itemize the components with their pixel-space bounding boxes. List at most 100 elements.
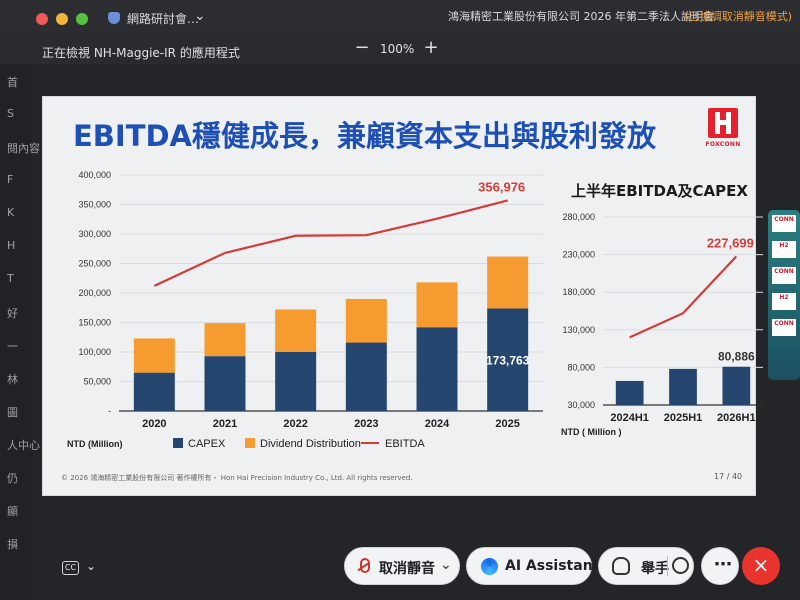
dividend-legend-swatch — [245, 438, 255, 448]
left-sidebar-item[interactable]: 顯 — [7, 505, 18, 518]
ebitda-data-label: 227,699 — [707, 235, 754, 250]
y-axis-tick-label: 30,000 — [567, 400, 595, 410]
left-sidebar-item[interactable]: 圖 — [7, 406, 18, 419]
left-sidebar-item[interactable]: 首 — [7, 76, 18, 89]
dividend-bar — [345, 298, 387, 343]
close-icon: × — [752, 553, 770, 577]
screen-share-toolbar: 正在檢視 NH-Maggie-IR 的應用程式 − 100% + — [0, 34, 800, 64]
left-sidebar-item[interactable]: 人中心 — [7, 439, 40, 452]
y-axis-tick-label: 180,000 — [562, 287, 595, 297]
left-sidebar-item[interactable]: 林 — [7, 373, 18, 386]
meeting-title: 鴻海精密工業股份有限公司 2026 年第二季法人說明會 — [448, 10, 714, 23]
left-sidebar-item[interactable]: K — [7, 206, 15, 219]
left-sidebar-item[interactable]: S — [7, 107, 14, 120]
y-axis-tick-label: 50,000 — [83, 377, 111, 387]
y-axis-tick-label: - — [108, 406, 111, 416]
left-sidebar-preview: 首 S 閱內容 F K H T 好一林圖人中心仍顯損 — [0, 64, 40, 600]
left-sidebar-item[interactable]: T — [7, 272, 14, 285]
chart-legend-label: Dividend Distribution — [260, 438, 361, 450]
participant-video-thumbnail[interactable]: CONN H2 CONN H2 CONN — [768, 210, 800, 380]
unmute-label: 取消靜音 — [379, 561, 435, 577]
foxconn-logo-text: FOXCONN — [705, 141, 741, 148]
close-window-button[interactable] — [36, 13, 48, 25]
capex-legend-swatch — [173, 438, 183, 448]
app-menu-chevron-icon[interactable]: ⌄ — [194, 8, 206, 24]
x-axis-category-label: 2024 — [425, 418, 450, 430]
dividend-bar — [133, 338, 175, 373]
y-axis-tick-label: 250,000 — [78, 259, 111, 269]
left-sidebar-item[interactable]: 好 — [7, 307, 18, 320]
x-axis-category-label: 2025 — [495, 418, 519, 430]
mute-status-text: (已協調取消靜音模式) — [684, 10, 792, 23]
x-axis-category-label: 2021 — [213, 418, 237, 430]
y-axis-tick-label: 200,000 — [78, 288, 111, 298]
maximize-window-button[interactable] — [76, 13, 88, 25]
y-axis-tick-label: 130,000 — [562, 325, 595, 335]
ebitda-line — [153, 199, 508, 287]
sharing-status-text: 正在檢視 NH-Maggie-IR 的應用程式 — [42, 46, 240, 60]
y-axis-unit-label: NTD (Million) — [67, 439, 123, 449]
capex-bar — [133, 372, 175, 411]
captions-icon: CC — [62, 561, 79, 575]
raise-hand-button[interactable]: 舉手 — [598, 547, 694, 585]
captions-chevron-icon: ⌄ — [86, 559, 97, 573]
zoom-out-button[interactable]: − — [354, 37, 370, 58]
thumbnail-logo-text: CONN — [772, 215, 796, 232]
slide-page-number: 17 / 40 — [714, 472, 743, 481]
left-sidebar-item[interactable]: 一 — [7, 340, 18, 353]
dividend-bar — [204, 323, 246, 357]
left-sidebar-item[interactable]: 損 — [7, 538, 18, 551]
y-axis-tick-label: 230,000 — [562, 250, 595, 260]
left-sidebar-item[interactable]: H — [7, 239, 16, 252]
y-axis-tick-label: 80,000 — [567, 362, 595, 372]
left-sidebar-item[interactable]: F — [7, 173, 14, 186]
y-axis-tick-label: 400,000 — [78, 170, 111, 180]
zoom-level: 100% — [380, 42, 415, 56]
control-divider — [667, 556, 668, 576]
ai-assistant-button[interactable]: AI Assistant — [466, 547, 599, 585]
thumbnail-logo-text: CONN — [772, 267, 796, 284]
window-title-bar: 網路研討會… ⌄ 鴻海精密工業股份有限公司 2026 年第二季法人說明會 (已協… — [0, 0, 800, 34]
chart-legend-label: CAPEX — [188, 438, 226, 450]
capex-data-label: 80,886 — [718, 350, 755, 364]
leave-meeting-button[interactable]: × — [742, 547, 780, 585]
shared-presentation-slide: EBITDA穩健成長，兼顧資本支出與股利發放 FOXCONN 上半年EBITDA… — [42, 96, 763, 496]
left-sidebar-item[interactable]: 閱內容 — [7, 142, 40, 155]
minimize-window-button[interactable] — [56, 13, 68, 25]
raise-hand-label: 舉手 — [641, 561, 669, 577]
half-year-chart-title: 上半年EBITDA及CAPEX — [571, 182, 748, 200]
ai-assistant-icon — [481, 558, 498, 575]
raise-hand-icon — [612, 557, 630, 575]
thumbnail-logo-text: H2 — [772, 241, 796, 258]
dividend-bar — [275, 309, 317, 352]
capex-bar — [204, 356, 246, 411]
capex-bar — [275, 352, 317, 411]
copyright-footer: © 2026 鴻海精密工業股份有限公司 著作權所有・ Hon Hai Preci… — [61, 474, 413, 482]
x-axis-category-label: 2026H1 — [717, 412, 756, 424]
captions-button[interactable]: CC ⌄ — [62, 557, 102, 581]
chart-legend-label: EBITDA — [385, 438, 425, 450]
slide-title: EBITDA穩健成長，兼顧資本支出與股利發放 — [73, 119, 657, 153]
foxconn-logo-icon — [708, 108, 738, 138]
left-sidebar-item[interactable]: 仍 — [7, 472, 18, 485]
security-shield-icon — [108, 12, 120, 24]
meeting-controls: CC ⌄ 取消靜音 ⌄ AI Assistant 舉手 ⋯ × — [42, 527, 800, 600]
app-title: 網路研討會… — [127, 12, 200, 26]
y-axis-unit-label: NTD ( Million ) — [561, 427, 622, 437]
dividend-bar — [487, 256, 529, 309]
x-axis-category-label: 2024H1 — [610, 412, 649, 424]
capex-bar — [487, 308, 529, 411]
ebitda-data-label: 356,976 — [478, 179, 525, 194]
audio-options-chevron-icon: ⌄ — [440, 557, 452, 573]
more-options-button[interactable]: ⋯ — [701, 547, 739, 585]
y-axis-tick-label: 300,000 — [78, 229, 111, 239]
capex-bar — [615, 380, 644, 405]
annual-ebitda-chart: 400,000 350,000 300,000 250,000 200,000 150,0… — [67, 170, 543, 450]
unmute-button[interactable]: 取消靜音 ⌄ — [344, 547, 460, 585]
capex-bar — [345, 342, 387, 411]
reaction-emoji-icon[interactable] — [672, 557, 689, 574]
x-axis-category-label: 2023 — [354, 418, 378, 430]
thumbnail-logo-text: CONN — [772, 319, 796, 336]
zoom-in-button[interactable]: + — [423, 37, 439, 58]
